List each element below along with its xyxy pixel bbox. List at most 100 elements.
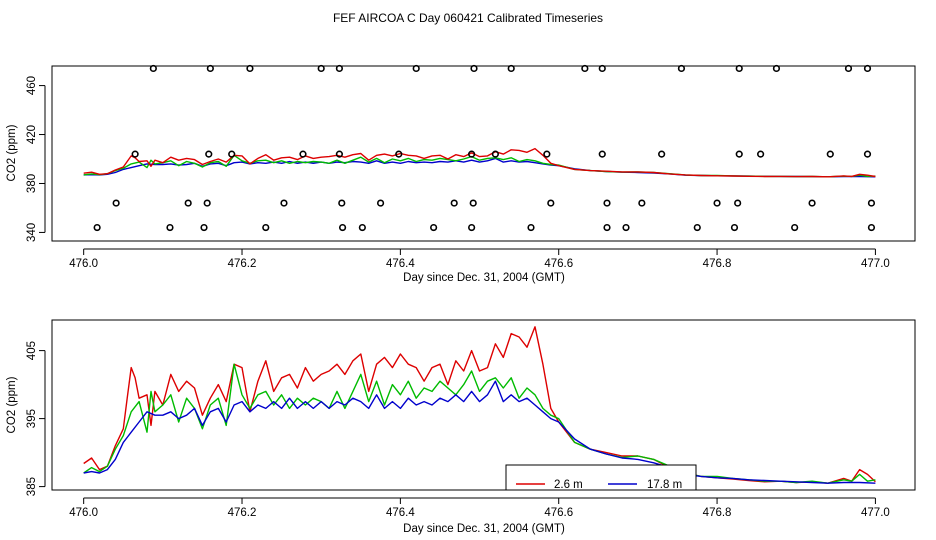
- calibration-point: [735, 150, 743, 158]
- top-y-axis: 340 380 420 460: [26, 76, 46, 242]
- calibration-point: [262, 223, 270, 232]
- bottom-x-tick-label: 476.2: [228, 507, 257, 519]
- bottom-y-axis-label: CO2 (ppm): [6, 376, 18, 433]
- calibration-point: [603, 199, 611, 207]
- calibration-point: [693, 223, 701, 232]
- top-x-tick-label: 476.2: [228, 258, 257, 270]
- calibration-point: [338, 199, 346, 207]
- calibration-point: [791, 223, 799, 232]
- calibration-point: [395, 150, 403, 158]
- bottom-x-tick-label: 476.8: [703, 507, 732, 519]
- calibration-point: [734, 199, 742, 207]
- calibration-point: [376, 199, 385, 207]
- calibration-point: [200, 223, 208, 232]
- calibration-point: [228, 150, 236, 158]
- calibration-point: [867, 223, 876, 232]
- calibration-point: [469, 199, 477, 207]
- bottom-x-tick-label: 477.0: [861, 507, 890, 519]
- calibration-point: [166, 223, 174, 232]
- top-plot-frame: [51, 65, 916, 242]
- calibration-point: [470, 64, 478, 73]
- top-y-axis-label: CO2 (ppm): [6, 124, 18, 181]
- top-calibration-points: [93, 64, 876, 232]
- bottom-x-axis: 476.0 476.2 476.4 476.6 476.8 477.0: [69, 497, 890, 519]
- bottom-y-tick-label: 385: [26, 477, 38, 496]
- calibration-point: [299, 150, 307, 158]
- calibration-point: [808, 199, 816, 207]
- bottom-plot-frame: [51, 319, 916, 491]
- calibration-point: [757, 150, 765, 158]
- calibration-point: [358, 223, 366, 232]
- calibration-point: [844, 64, 853, 73]
- calibration-point: [93, 223, 101, 232]
- top-y-tick-label: 340: [26, 223, 38, 242]
- calibration-point: [112, 199, 120, 207]
- calibration-point: [735, 64, 743, 73]
- legend-label-2-6m: 2.6 m: [554, 479, 583, 491]
- calibration-point: [527, 223, 535, 232]
- top-x-tick-label: 476.4: [386, 258, 415, 270]
- top-x-tick-label: 476.8: [703, 258, 732, 270]
- bottom-y-tick-label: 395: [26, 409, 38, 428]
- calibration-point: [468, 150, 476, 158]
- calibration-point: [491, 150, 499, 158]
- bottom-y-axis: 385 395 405: [26, 341, 46, 496]
- calibration-point: [863, 150, 872, 158]
- bottom-x-tick-label: 476.6: [544, 507, 573, 519]
- top-series-group: [83, 147, 876, 178]
- calibration-point: [131, 150, 139, 158]
- calibration-point: [598, 64, 606, 73]
- calibration-point: [205, 150, 213, 158]
- bottom-series-line-0: [83, 326, 876, 484]
- top-x-axis: 476.0 476.2 476.4 476.6 476.8 477.0: [69, 248, 890, 270]
- calibration-point: [206, 64, 214, 73]
- bottom-x-tick-label: 476.0: [69, 507, 98, 519]
- calibration-point: [335, 150, 344, 158]
- calibration-point: [581, 64, 589, 73]
- top-y-tick-label: 380: [26, 174, 38, 193]
- calibration-point: [430, 223, 438, 232]
- calibration-point: [338, 223, 347, 232]
- calibration-point: [547, 199, 555, 207]
- top-x-axis-label: Day since Dec. 31, 2004 (GMT): [403, 272, 565, 284]
- calibration-point: [677, 64, 686, 73]
- calibration-point: [149, 64, 157, 73]
- bottom-x-tick-label: 476.4: [386, 507, 415, 519]
- bottom-series-line-1: [83, 363, 876, 484]
- calibration-point: [543, 150, 551, 158]
- calibration-point: [603, 223, 611, 232]
- bottom-x-axis-label: Day since Dec. 31, 2004 (GMT): [403, 523, 565, 535]
- bottom-panel: 476.0 476.2 476.4 476.6 476.8 477.0 385 395 405…: [6, 319, 916, 535]
- calibration-point: [638, 199, 646, 207]
- calibration-point: [468, 223, 476, 232]
- legend: 2.6 m 17.8 m: [505, 464, 697, 491]
- calibration-point: [184, 199, 192, 207]
- calibration-point: [203, 199, 211, 207]
- calibration-point: [713, 199, 721, 207]
- figure-title: FEF AIRCOA C Day 060421 Calibrated Times…: [333, 11, 603, 25]
- calibration-point: [598, 150, 606, 158]
- top-y-tick-label: 420: [26, 125, 38, 144]
- calibration-point: [507, 64, 515, 73]
- top-x-tick-label: 476.6: [544, 258, 573, 270]
- calibration-point: [412, 64, 420, 73]
- bottom-series-line-2: [83, 380, 876, 484]
- legend-label-17-8m: 17.8 m: [647, 479, 682, 491]
- calibration-point: [658, 150, 666, 158]
- top-x-tick-label: 476.0: [69, 258, 98, 270]
- calibration-point: [826, 150, 834, 158]
- top-panel: 476.0 476.2 476.4 476.6 476.8 477.0 340 380 420…: [6, 64, 916, 284]
- calibration-point: [335, 64, 344, 73]
- calibration-point: [730, 223, 739, 232]
- calibration-point: [317, 64, 325, 73]
- bottom-y-tick-label: 405: [26, 341, 38, 360]
- top-y-tick-label: 460: [26, 76, 38, 95]
- calibration-point: [450, 199, 458, 207]
- legend-box: [505, 464, 697, 491]
- top-x-tick-label: 477.0: [861, 258, 890, 270]
- calibration-point: [622, 223, 630, 232]
- calibration-point: [863, 64, 872, 73]
- calibration-point: [772, 64, 781, 73]
- calibration-point: [867, 199, 876, 207]
